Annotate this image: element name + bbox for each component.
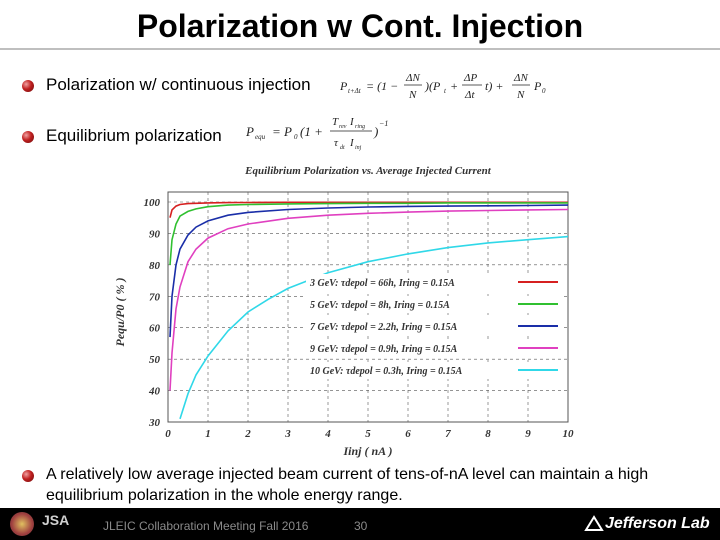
slide-title: Polarization w Cont. Injection [136,8,584,44]
x-tick-label: 8 [485,428,491,440]
y-axis-label: Pequ/P0 ( % ) [113,278,127,347]
formula-continuous-injection: P t+Δt = (1 − ΔN N )(P t + ΔP Δt t) + ΔN… [339,68,570,109]
footer-page-number: 30 [354,519,368,533]
series-line-2 [169,202,568,265]
y-tick-label: 90 [149,228,161,240]
series-line-3 [169,204,569,338]
svg-text:P: P [533,79,542,93]
formula-equilibrium: P equ = P 0 (1 + T rev I ring τ dt I inj… [245,108,406,161]
legend-bg [306,340,564,357]
x-tick-label: 9 [525,428,531,440]
legend-bg [306,362,564,379]
x-tick-label: 10 [563,428,575,440]
legend-label-3: 7 GeV: τdepol = 2.2h, Iring = 0.15A [310,322,458,333]
x-axis-label: Iinj ( nA ) [342,444,392,458]
svg-text:ring: ring [355,124,365,130]
bullet-icon [22,131,34,143]
series-line-4 [169,208,569,391]
legend-label-4: 9 GeV: τdepol = 0.9h, Iring = 0.15A [310,344,458,355]
svg-text:t: t [444,87,447,95]
svg-text:Δt: Δt [464,89,475,101]
svg-text:= (1 −: = (1 − [366,79,398,93]
bullet-icon [22,80,34,92]
footer-meeting-text: JLEIC Collaboration Meeting Fall 2016 [103,519,309,533]
svg-text:ΔN: ΔN [513,72,528,84]
jefferson-lab-icon [584,515,604,531]
seal-logo [10,512,34,536]
title-rule [0,48,720,50]
bullet-1-text: Polarization w/ continuous injection [46,75,311,94]
polarization-chart: Equilibrium Polarization vs. Average Inj… [113,165,575,458]
x-tick-label: 5 [365,428,371,440]
x-tick-label: 4 [324,428,331,440]
svg-text:T: T [332,116,339,128]
legend-bg [306,318,564,335]
svg-text:0: 0 [294,133,298,141]
bullet-3-text: A relatively low average injected beam c… [46,466,649,504]
svg-text:ΔP: ΔP [463,72,477,84]
formula-2-svg: P equ = P 0 (1 + T rev I ring τ dt I inj… [245,116,388,151]
bullet-2-text: Equilibrium polarization [46,126,222,145]
y-tick-label: 60 [149,323,161,335]
svg-text:I: I [349,137,355,149]
y-tick-label: 50 [149,354,161,366]
svg-text:τ: τ [334,137,339,149]
legend-label-5: 10 GeV: τdepol = 0.3h, Iring = 0.15A [310,366,463,377]
svg-text:= P: = P [272,124,292,139]
series-line-5 [179,235,569,420]
x-tick-label: 3 [284,428,291,440]
svg-text:t+Δt: t+Δt [348,87,362,95]
legend-bg [306,274,564,291]
svg-text:P: P [246,124,254,139]
x-tick-label: 7 [445,428,451,440]
x-tick-label: 6 [405,428,411,440]
chart-container: Equilibrium Polarization vs. Average Inj… [110,160,580,460]
svg-text:N: N [408,89,417,101]
svg-text:equ: equ [255,133,266,141]
y-tick-label: 80 [149,260,161,272]
footer-bar [0,508,720,540]
svg-text:): ) [373,124,378,139]
y-tick-label: 70 [149,291,161,303]
svg-text:I: I [349,116,355,128]
svg-text:−1: −1 [379,119,388,128]
svg-text:ΔN: ΔN [405,72,420,84]
jsa-logo: JSA [42,512,70,528]
bullet-icon [22,470,34,482]
svg-text:)(P: )(P [424,79,441,93]
jefferson-lab-logo: Jefferson Lab [605,515,710,532]
legend-label-2: 5 GeV: τdepol = 8h, Iring = 0.15A [310,300,450,311]
svg-text:P: P [340,79,348,93]
svg-text:+: + [450,79,458,93]
svg-text:t) +: t) + [485,79,503,93]
svg-text:0: 0 [542,87,546,95]
y-tick-label: 100 [144,197,161,209]
y-tick-label: 30 [148,417,161,429]
legend-bg [306,296,564,313]
x-tick-label: 2 [244,428,251,440]
legend-label-1: 3 GeV: τdepol = 66h, Iring = 0.15A [309,278,455,289]
svg-text:(1 +: (1 + [300,124,323,139]
svg-text:dt: dt [340,145,345,151]
x-tick-label: 0 [165,428,171,440]
x-tick-label: 1 [205,428,211,440]
chart-title: Equilibrium Polarization vs. Average Inj… [244,165,492,177]
svg-text:rev: rev [339,124,347,130]
y-tick-label: 40 [148,386,161,398]
formula-1-svg: P t+Δt = (1 − ΔN N )(P t + ΔP Δt t) + ΔN… [339,72,546,101]
svg-text:inj: inj [355,145,362,151]
svg-text:N: N [516,89,525,101]
